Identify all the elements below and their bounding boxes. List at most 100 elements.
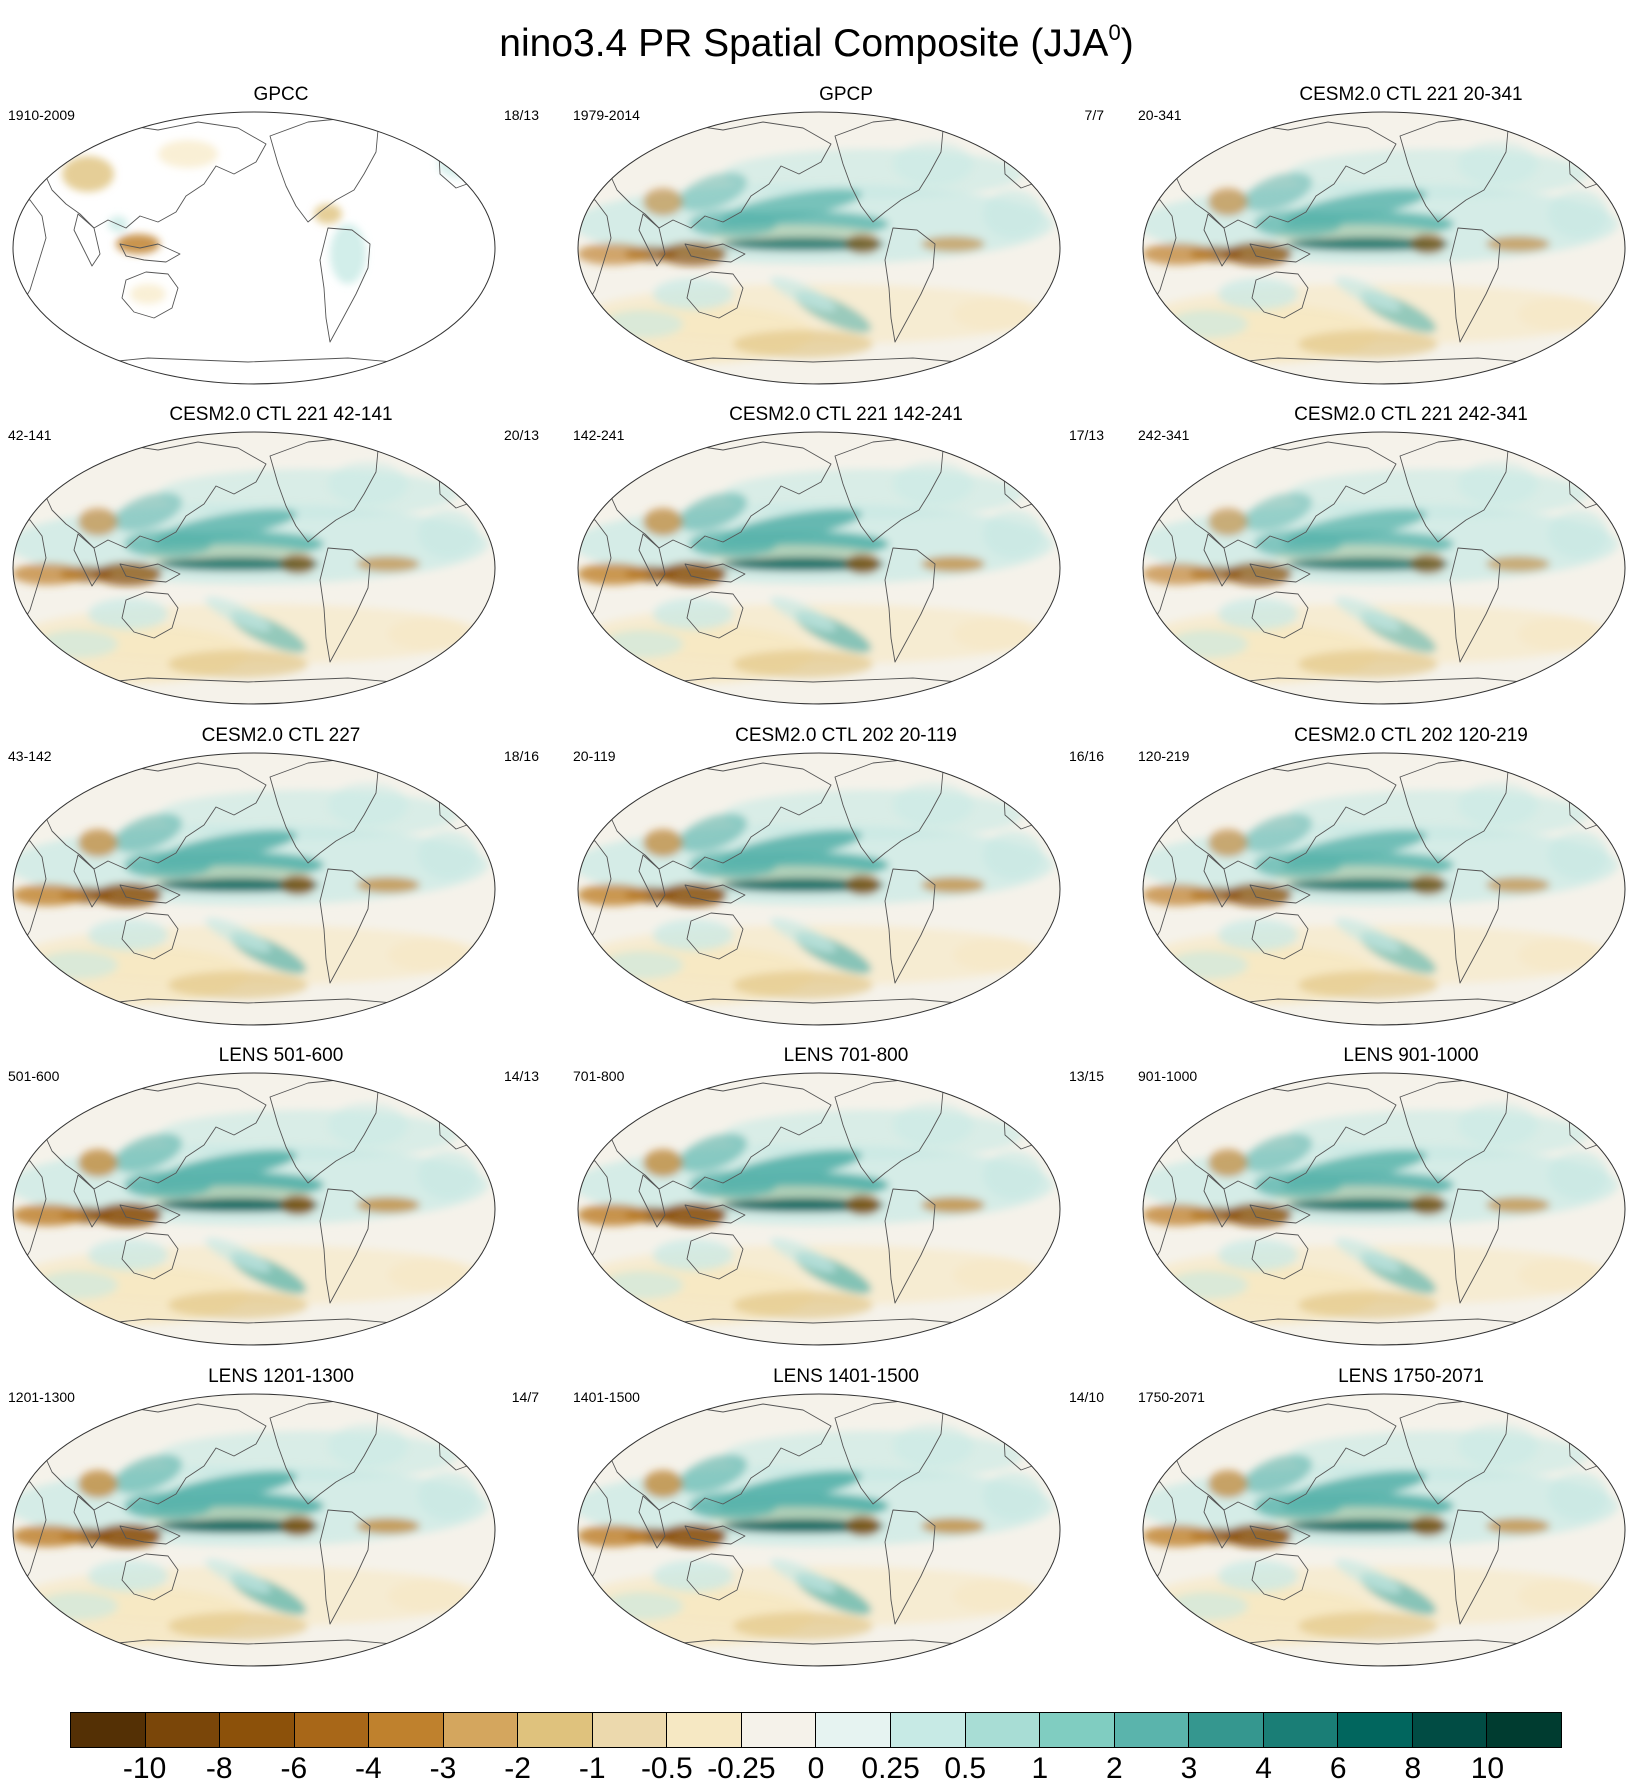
- anomaly-patch: [1458, 462, 1538, 506]
- anomaly-patch: [1486, 877, 1550, 893]
- anomaly-patch: [205, 917, 271, 953]
- anomaly-patch: [13, 884, 84, 906]
- colorbar-box: [71, 1713, 146, 1747]
- map-field: [1143, 753, 1625, 1025]
- anomaly-patch: [1168, 630, 1248, 658]
- anomaly-patch: [1286, 878, 1450, 892]
- map-plot: [12, 111, 496, 385]
- australia-outline: [121, 591, 179, 639]
- anomaly-patch: [1218, 1560, 1298, 1592]
- colorbar-label: 2: [1106, 1752, 1123, 1785]
- panel-period-label: 901-1000: [1138, 1068, 1198, 1084]
- anomaly-patch: [603, 310, 683, 338]
- map-panel: GPCP 1979-2014 7/7: [573, 84, 1119, 404]
- south-america-outline: [1449, 868, 1501, 984]
- anomaly-patch: [388, 1259, 468, 1291]
- anomaly-patch: [578, 243, 649, 265]
- indonesia-outline: [684, 563, 746, 583]
- australia-outline: [121, 912, 179, 960]
- south-america-outline: [319, 1188, 371, 1304]
- colorbar-box: [741, 1713, 817, 1747]
- greenland-outline: [964, 112, 1002, 139]
- colorbar-label: -0.25: [707, 1752, 776, 1785]
- anomaly-patch: [1243, 813, 1313, 853]
- anomaly-patch: [78, 829, 118, 857]
- greenland-outline: [1529, 753, 1567, 780]
- anomaly-patch: [328, 1424, 408, 1468]
- panel-period-label: 120-219: [1138, 748, 1190, 764]
- anomaly-patch: [603, 1592, 683, 1620]
- anomaly-patch: [1286, 1519, 1450, 1533]
- anomaly-patch: [603, 951, 683, 979]
- map-panel: GPCC 1910-2009 18/13: [8, 84, 554, 404]
- colorbar-box: [1189, 1713, 1264, 1747]
- panel-count-label: 18/13: [503, 107, 539, 123]
- anomaly-patch: [328, 783, 408, 827]
- anomaly-patch: [418, 831, 478, 879]
- south-america-outline: [884, 547, 936, 663]
- anomaly-patch: [1288, 1110, 1588, 1160]
- india-outline: [1203, 213, 1231, 267]
- south-america-outline: [1449, 1188, 1501, 1304]
- anomaly-patch: [921, 556, 985, 572]
- greenland-outline: [1529, 432, 1567, 459]
- anomaly-patch: [1518, 618, 1598, 650]
- anomaly-patch: [845, 554, 881, 574]
- panel-period-label: 142-241: [573, 427, 625, 443]
- anomaly-patch: [983, 1472, 1043, 1520]
- indonesia-outline: [684, 243, 746, 263]
- anomaly-patch: [1548, 831, 1608, 879]
- indonesia-outline: [684, 1204, 746, 1224]
- anomaly-patch: [1288, 1431, 1588, 1481]
- colorbar-box: [145, 1713, 221, 1747]
- colorbar-box: [592, 1713, 668, 1747]
- south-america-outline: [319, 868, 371, 984]
- asia-outline: [1171, 441, 1397, 549]
- indonesia-outline: [119, 1204, 181, 1224]
- asia-outline: [41, 121, 267, 229]
- india-outline: [638, 854, 666, 908]
- anomaly-patch: [1254, 210, 1342, 238]
- asia-outline: [606, 121, 832, 229]
- colorbar: -10 -8 -6 -4 -3 -2 -1 -0.5 -0.25 0 0.25 0.5 1 2 3 4 6 8 10: [70, 1712, 1562, 1791]
- africa-outline: [578, 1477, 612, 1601]
- panel-period-label: 1910-2009: [8, 107, 75, 123]
- india-outline: [638, 213, 666, 267]
- colorbar-label: -4: [355, 1752, 382, 1785]
- anomaly-patch: [893, 783, 973, 827]
- asia-outline: [606, 441, 832, 549]
- panel-title: LENS 1401-1500: [773, 1366, 919, 1387]
- australia-outline: [686, 912, 744, 960]
- anomaly-patch: [653, 278, 733, 310]
- colorbar-label: -0.5: [640, 1752, 693, 1785]
- panel-period-label: 1401-1500: [573, 1389, 640, 1405]
- indonesia-outline: [1249, 243, 1311, 263]
- map-panel: LENS 1201-1300 1201-1300 14/7: [8, 1366, 554, 1686]
- indonesia-outline: [1249, 884, 1311, 904]
- anomaly-patch: [653, 919, 733, 951]
- map-field: [13, 112, 495, 384]
- south-america-outline: [1449, 1509, 1501, 1625]
- anomaly-patch: [1458, 142, 1538, 186]
- colorbar-label: 0.25: [861, 1752, 920, 1785]
- map-plot: [12, 1393, 496, 1667]
- india-outline: [1203, 1174, 1231, 1228]
- panel-period-label: 1979-2014: [573, 107, 640, 123]
- anomaly-patch: [113, 1454, 183, 1494]
- map-plot: [1142, 111, 1626, 385]
- map-plot: [1142, 1393, 1626, 1667]
- anomaly-patch: [1208, 508, 1248, 536]
- indonesia-outline: [119, 563, 181, 583]
- anomaly-patch: [356, 877, 420, 893]
- anomaly-patch: [953, 298, 1033, 330]
- anomaly-patch: [723, 790, 1023, 840]
- anomaly-patch: [356, 1518, 420, 1534]
- anomaly-patch: [893, 142, 973, 186]
- map-field: [578, 112, 1060, 384]
- anomaly-patch: [156, 557, 320, 571]
- map-field: [578, 1394, 1060, 1666]
- anomaly-patch: [723, 149, 1023, 199]
- anomaly-patch: [124, 1492, 212, 1520]
- panel-title: CESM2.0 CTL 221 242-341: [1294, 404, 1528, 425]
